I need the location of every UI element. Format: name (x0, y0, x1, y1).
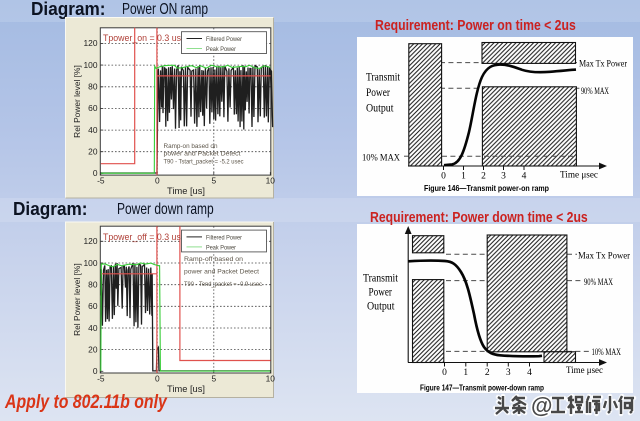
svg-text:T90 - Tend_packet = -0.9 usec: T90 - Tend_packet = -0.9 usec (184, 281, 263, 288)
svg-text:Figure 146—Transmit power-on r: Figure 146—Transmit power-on ramp (424, 184, 549, 193)
svg-text:5: 5 (211, 176, 216, 186)
svg-text:1: 1 (463, 368, 468, 378)
svg-text:20: 20 (88, 147, 98, 157)
svg-text:-5: -5 (97, 176, 105, 186)
svg-text:0: 0 (442, 368, 447, 378)
svg-text:Filtered Power: Filtered Power (206, 36, 242, 43)
svg-text:4: 4 (527, 368, 532, 378)
svg-text:3: 3 (506, 368, 511, 378)
svg-text:0: 0 (155, 176, 160, 186)
svg-text:Output: Output (366, 103, 394, 115)
svg-text:0: 0 (155, 374, 160, 384)
svg-text:Max Tx Power: Max Tx Power (579, 59, 628, 70)
svg-text:Peak Power: Peak Power (206, 46, 236, 53)
svg-text:3: 3 (501, 172, 506, 182)
svg-text:100: 100 (84, 258, 98, 268)
svg-text:Rel Power level [%]: Rel Power level [%] (72, 65, 82, 138)
svg-text:90% MAX: 90% MAX (584, 277, 613, 288)
svg-text:power and Packet Detect: power and Packet Detect (184, 269, 259, 276)
svg-text:Output: Output (367, 301, 395, 313)
svg-text:0: 0 (93, 366, 98, 376)
svg-text:power and Packet Detect: power and Packet Detect (164, 151, 241, 158)
svg-text:2: 2 (481, 172, 486, 182)
svg-text:Time [us]: Time [us] (167, 186, 205, 196)
svg-text:Ramp-off based on: Ramp-off based on (184, 256, 243, 263)
svg-text:100: 100 (84, 60, 98, 70)
svg-text:Power: Power (369, 287, 393, 299)
svg-text:4: 4 (522, 172, 527, 182)
svg-text:Tpower_on = 0.3 usec: Tpower_on = 0.3 usec (103, 33, 191, 43)
svg-text:0: 0 (93, 168, 98, 178)
svg-text:-5: -5 (97, 374, 105, 384)
svg-text:Transmit: Transmit (363, 273, 399, 285)
svg-text:0: 0 (441, 172, 446, 182)
svg-text:Figure 147—Transmit power-down: Figure 147—Transmit power-down ramp (420, 384, 544, 393)
svg-text:90% MAX: 90% MAX (581, 86, 609, 97)
svg-text:60: 60 (88, 301, 98, 311)
svg-text:20: 20 (88, 344, 98, 354)
svg-text:10: 10 (266, 176, 276, 186)
svg-text:5: 5 (211, 374, 216, 384)
svg-text:10% MAX: 10% MAX (362, 153, 400, 164)
svg-text:1: 1 (461, 172, 466, 182)
svg-text:Tpower_off = 0.3 usec: Tpower_off = 0.3 usec (103, 232, 191, 242)
svg-text:Time μsec: Time μsec (560, 170, 599, 181)
svg-text:@: @ (531, 393, 552, 418)
svg-text:80: 80 (88, 82, 98, 92)
svg-text:40: 40 (88, 125, 98, 135)
svg-text:T90 - Tstart_packet = -5.2 use: T90 - Tstart_packet = -5.2 usec (164, 158, 245, 165)
svg-text:Max Tx Power: Max Tx Power (578, 250, 631, 261)
svg-text:10% MAX: 10% MAX (592, 347, 622, 358)
svg-text:2: 2 (485, 368, 490, 378)
svg-text:Time μsec: Time μsec (566, 365, 604, 376)
svg-text:40: 40 (88, 323, 98, 333)
svg-text:Filtered Power: Filtered Power (206, 234, 242, 241)
svg-text:Ramp-on based on: Ramp-on based on (164, 143, 218, 150)
svg-text:10: 10 (266, 374, 276, 384)
svg-text:120: 120 (84, 38, 98, 48)
svg-text:Transmit: Transmit (366, 72, 401, 84)
svg-text:Power: Power (366, 87, 390, 99)
svg-text:80: 80 (88, 280, 98, 290)
svg-text:60: 60 (88, 103, 98, 113)
svg-text:120: 120 (84, 236, 98, 246)
svg-text:Time [us]: Time [us] (167, 384, 205, 394)
svg-text:Rel Power level [%]: Rel Power level [%] (72, 263, 82, 336)
svg-text:Peak Power: Peak Power (206, 244, 236, 251)
